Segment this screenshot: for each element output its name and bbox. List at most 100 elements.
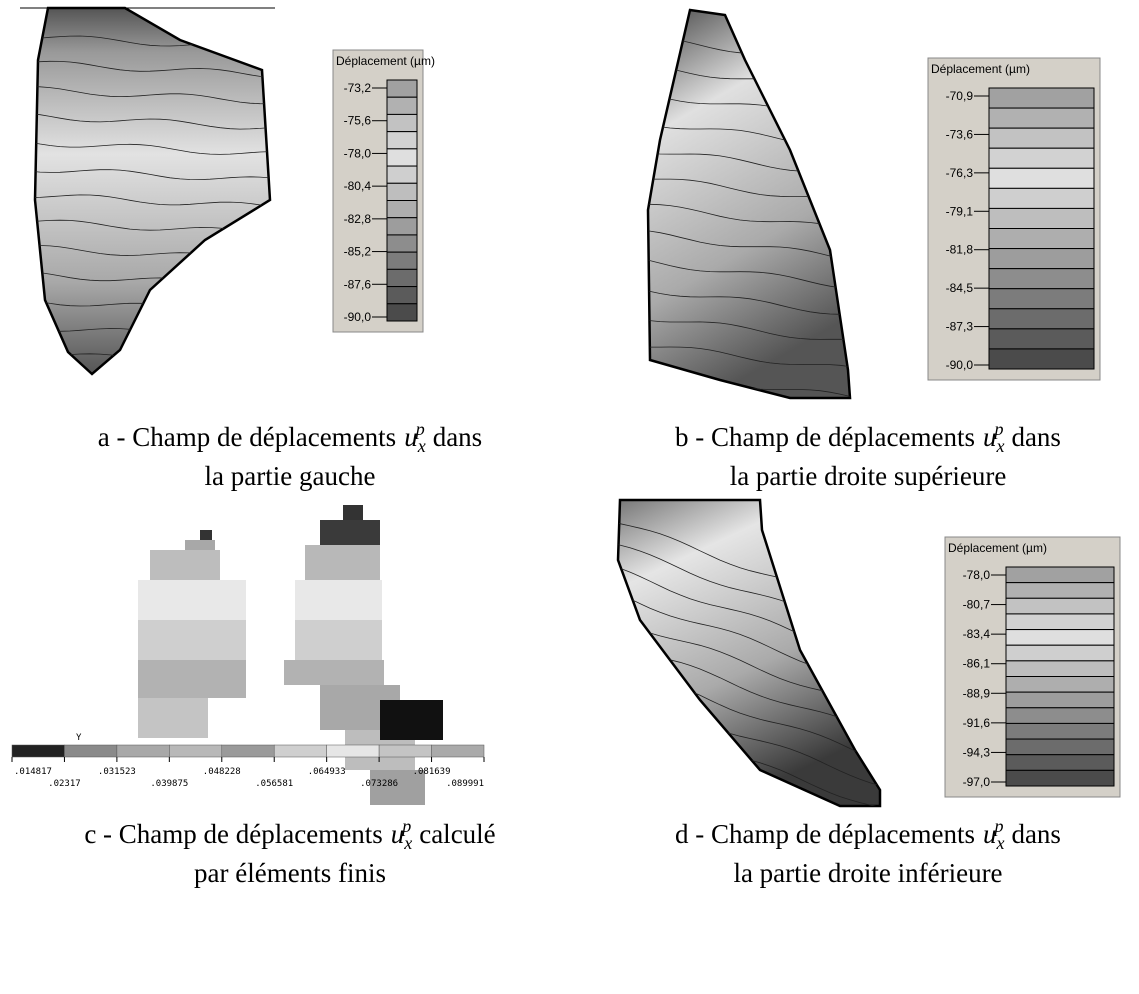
caption-text: c - Champ de déplacements: [84, 819, 382, 849]
legend-band: [386, 286, 418, 305]
caption-superscript: p: [414, 419, 425, 439]
legend-band: [1005, 629, 1115, 646]
legend-band: [386, 234, 418, 253]
legend-title: Déplacement (µm): [948, 541, 1047, 555]
colorbar-band: [64, 744, 118, 758]
legend-band: [386, 200, 418, 219]
legend-tick-label: -82,8: [344, 212, 372, 226]
legend-band: [988, 187, 1095, 209]
legend-band: [1005, 754, 1115, 771]
legend-band: [988, 167, 1095, 189]
legend-band: [386, 303, 418, 322]
legend-tick-label: -91,6: [963, 716, 991, 730]
legend-band: [1005, 707, 1115, 724]
legend-band: [386, 96, 418, 115]
legend-tick-label: -70,9: [946, 89, 974, 103]
colorbar-label: .031523: [98, 767, 136, 777]
caption-line: c - Champ de déplacements uxp calculé: [84, 816, 495, 853]
colorbar-label: .089991: [446, 779, 484, 789]
legend-band: [1005, 597, 1115, 615]
caption-line: la partie gauche: [205, 461, 376, 491]
caption-text: dans: [1011, 819, 1061, 849]
colorbar-label: .073286: [360, 779, 398, 789]
legend-tick-label: -87,3: [946, 320, 974, 334]
fe-corner-block: [380, 700, 443, 740]
legend-band: [988, 228, 1095, 250]
colorbar-band: [221, 744, 275, 758]
caption-superscript: p: [992, 419, 1003, 439]
legend: Déplacement (µm) -73,2 -75,6 -78,0 -80,4 -82,…: [332, 49, 435, 333]
caption-variable: u: [983, 422, 997, 452]
legend-tick-label: -94,3: [963, 745, 991, 759]
colorbar-band: [169, 744, 223, 758]
legend-band: [988, 207, 1095, 230]
colorbar-label: .048228: [203, 767, 241, 777]
caption-variable: u: [391, 819, 405, 849]
legend-band: [988, 308, 1095, 330]
colorbar-band: [431, 744, 485, 758]
caption-subscript: x: [995, 436, 1004, 456]
legend-band: [1005, 660, 1115, 677]
legend-tick-label: -80,4: [344, 179, 372, 193]
legend-band: [1005, 738, 1115, 756]
colorbar-label: .014817: [14, 767, 52, 777]
field-image-b: [646, 8, 852, 400]
caption-subscript: x: [417, 436, 426, 456]
fe-colorbar: .014817 .02317 .031523 .039875 .048228 .05658…: [11, 700, 485, 789]
legend-tick-label: -78,0: [963, 568, 991, 582]
legend-tick-label: -85,2: [344, 245, 372, 259]
caption-line: la partie droite inférieure: [733, 858, 1002, 888]
legend-tick-label: -75,6: [344, 114, 372, 128]
legend-band: [988, 328, 1095, 350]
legend-band: [1005, 613, 1115, 631]
colorbar-band: [273, 744, 327, 758]
colorbar-label: .064933: [308, 767, 346, 777]
legend-tick-label: -79,1: [946, 204, 974, 218]
legend-band: [1005, 644, 1115, 662]
legend-band: [1005, 566, 1115, 584]
axis-label: Y: [76, 733, 82, 743]
legend-band: [386, 268, 418, 288]
legend-tick-label: -73,2: [344, 81, 372, 95]
caption-superscript: p: [400, 816, 411, 836]
caption-text: dans: [433, 422, 483, 452]
caption-line: la partie droite supérieure: [730, 461, 1007, 491]
legend-band: [988, 348, 1095, 370]
legend-band: [1005, 769, 1115, 787]
colorbar-band: [378, 744, 432, 758]
legend-title: Déplacement (µm): [336, 54, 435, 68]
legend: Déplacement (µm) -78,0 -80,7 -83,4 -86,1 -88,…: [944, 536, 1121, 798]
colorbar-label: .081639: [413, 767, 451, 777]
legend-band: [988, 107, 1095, 129]
legend-band: [1005, 582, 1115, 599]
legend-band: [988, 288, 1095, 310]
caption-text: b - Champ de déplacements: [675, 422, 975, 452]
legend-band: [386, 148, 418, 167]
legend-band: [386, 217, 418, 236]
legend-band: [386, 79, 418, 98]
legend-band: [988, 147, 1095, 169]
legend-band: [386, 131, 418, 150]
legend-tick-label: -80,7: [963, 598, 991, 612]
legend-band: [988, 248, 1095, 270]
colorbar-band: [11, 744, 65, 758]
legend-title: Déplacement (µm): [931, 62, 1030, 76]
caption-line: a - Champ de déplacements uxp dans: [98, 419, 482, 456]
legend-tick-label: -90,0: [946, 358, 974, 372]
legend-band: [1005, 676, 1115, 693]
caption-line: par éléments finis: [194, 858, 386, 888]
colorbar-band: [326, 744, 380, 758]
legend-band: [988, 268, 1095, 290]
legend-tick-label: -88,9: [963, 686, 991, 700]
caption-text: a - Champ de déplacements: [98, 422, 396, 452]
legend-band: [386, 113, 418, 133]
legend-tick-label: -87,6: [344, 277, 372, 291]
caption-line: d - Champ de déplacements uxp dans: [675, 816, 1061, 853]
caption-text: dans: [1011, 422, 1061, 452]
colorbar-label: .056581: [255, 779, 293, 789]
legend-band: [1005, 722, 1115, 740]
legend-band: [386, 251, 418, 270]
legend: Déplacement (µm) -70,9 -73,6 -76,3 -79,1 -81,…: [927, 57, 1101, 381]
caption-text: calculé: [419, 819, 495, 849]
caption-superscript: p: [992, 816, 1003, 836]
